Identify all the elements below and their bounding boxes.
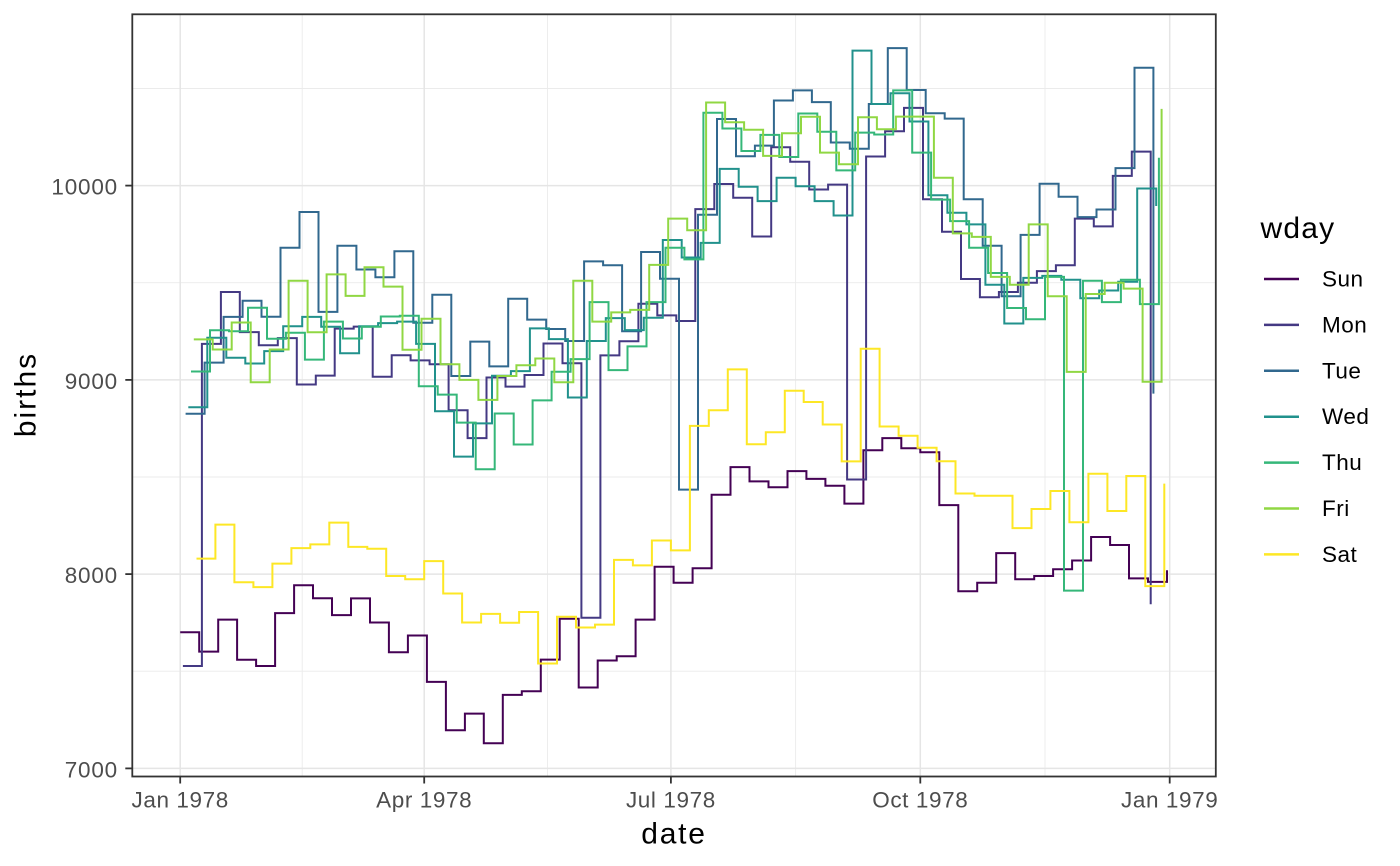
svg-text:Thu: Thu bbox=[1322, 450, 1362, 475]
svg-text:wday: wday bbox=[1260, 212, 1336, 245]
svg-text:10000: 10000 bbox=[51, 175, 118, 200]
svg-text:Jan 1979: Jan 1979 bbox=[1121, 788, 1218, 813]
svg-text:7000: 7000 bbox=[65, 757, 118, 782]
svg-text:Jan 1978: Jan 1978 bbox=[132, 788, 229, 813]
svg-text:births: births bbox=[10, 352, 43, 437]
svg-text:Jul 1978: Jul 1978 bbox=[626, 788, 716, 813]
svg-text:8000: 8000 bbox=[65, 563, 118, 588]
svg-text:9000: 9000 bbox=[65, 369, 118, 394]
svg-text:date: date bbox=[641, 817, 707, 850]
svg-text:Sun: Sun bbox=[1322, 267, 1364, 292]
svg-text:Tue: Tue bbox=[1322, 358, 1361, 383]
svg-text:Fri: Fri bbox=[1322, 496, 1350, 521]
svg-text:Sat: Sat bbox=[1322, 542, 1358, 567]
svg-text:Mon: Mon bbox=[1322, 312, 1367, 337]
svg-text:Wed: Wed bbox=[1322, 404, 1369, 429]
svg-text:Apr 1978: Apr 1978 bbox=[376, 788, 472, 813]
svg-text:Oct 1978: Oct 1978 bbox=[872, 788, 968, 813]
